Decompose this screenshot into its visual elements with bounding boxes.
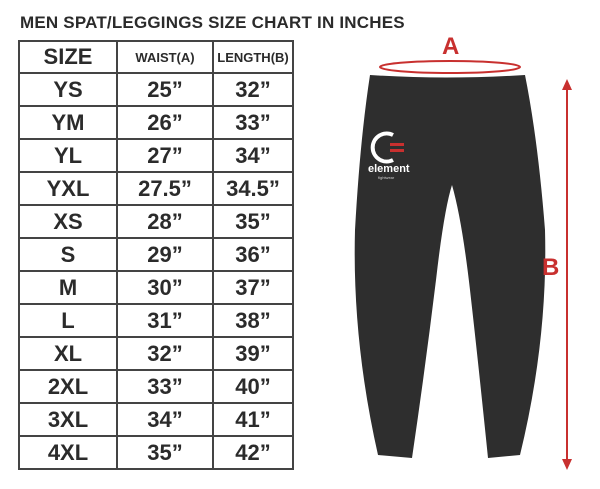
table-row: YS 25” 32” [18, 72, 294, 107]
table-row: 4XL 35” 42” [18, 435, 294, 470]
cell-length: 39” [212, 336, 294, 371]
cell-size: M [18, 270, 118, 305]
cell-size: YM [18, 105, 118, 140]
cell-waist: 27” [116, 138, 214, 173]
size-table: SIZE WAIST(A) LENGTH(B) YS 25” 32” YM 26” 33”… [18, 40, 294, 470]
cell-size: S [18, 237, 118, 272]
cell-waist: 27.5” [116, 171, 214, 206]
cell-waist: 32” [116, 336, 214, 371]
cell-length: 32” [212, 72, 294, 107]
cell-length: 42” [212, 435, 294, 470]
arrow-head-up [562, 79, 572, 90]
cell-length: 37” [212, 270, 294, 305]
header-length: LENGTH(B) [212, 40, 294, 74]
label-a: A [442, 33, 460, 60]
table-row: YL 27” 34” [18, 138, 294, 173]
cell-waist: 33” [116, 369, 214, 404]
table-row: XS 28” 35” [18, 204, 294, 239]
cell-size: 2XL [18, 369, 118, 404]
header-waist: WAIST(A) [116, 40, 214, 74]
cell-length: 36” [212, 237, 294, 272]
cell-size: YXL [18, 171, 118, 206]
cell-length: 34” [212, 138, 294, 173]
table-row: S 29” 36” [18, 237, 294, 272]
cell-length: 33” [212, 105, 294, 140]
table-row: YXL 27.5” 34.5” [18, 171, 294, 206]
cell-length: 34.5” [212, 171, 294, 206]
cell-length: 40” [212, 369, 294, 404]
brand-logo: element fightwear [368, 131, 410, 180]
cell-length: 38” [212, 303, 294, 338]
table-row: M 30” 37” [18, 270, 294, 305]
waist-ellipse [379, 60, 521, 74]
table-row: XL 32” 39” [18, 336, 294, 371]
arrow-head-down [562, 459, 572, 470]
logo-text: element [368, 163, 410, 175]
cell-waist: 26” [116, 105, 214, 140]
header-size: SIZE [18, 40, 118, 74]
table-row: 2XL 33” 40” [18, 369, 294, 404]
table-row: L 31” 38” [18, 303, 294, 338]
cell-waist: 30” [116, 270, 214, 305]
table-row: YM 26” 33” [18, 105, 294, 140]
cell-size: L [18, 303, 118, 338]
leggings-illustration [354, 75, 546, 458]
cell-size: XS [18, 204, 118, 239]
cell-waist: 31” [116, 303, 214, 338]
cell-length: 35” [212, 204, 294, 239]
chart-title: MEN SPAT/LEGGINGS SIZE CHART IN INCHES [20, 13, 405, 32]
cell-waist: 28” [116, 204, 214, 239]
cell-size: YL [18, 138, 118, 173]
cell-waist: 35” [116, 435, 214, 470]
cell-size: XL [18, 336, 118, 371]
cell-waist: 34” [116, 402, 214, 437]
cell-size: YS [18, 72, 118, 107]
cell-length: 41” [212, 402, 294, 437]
cell-waist: 25” [116, 72, 214, 107]
label-b: B [542, 254, 560, 281]
cell-size: 3XL [18, 402, 118, 437]
table-row: 3XL 34” 41” [18, 402, 294, 437]
cell-size: 4XL [18, 435, 118, 470]
table-header: SIZE WAIST(A) LENGTH(B) [18, 40, 294, 74]
logo-subtext: fightwear [378, 175, 395, 180]
cell-waist: 29” [116, 237, 214, 272]
